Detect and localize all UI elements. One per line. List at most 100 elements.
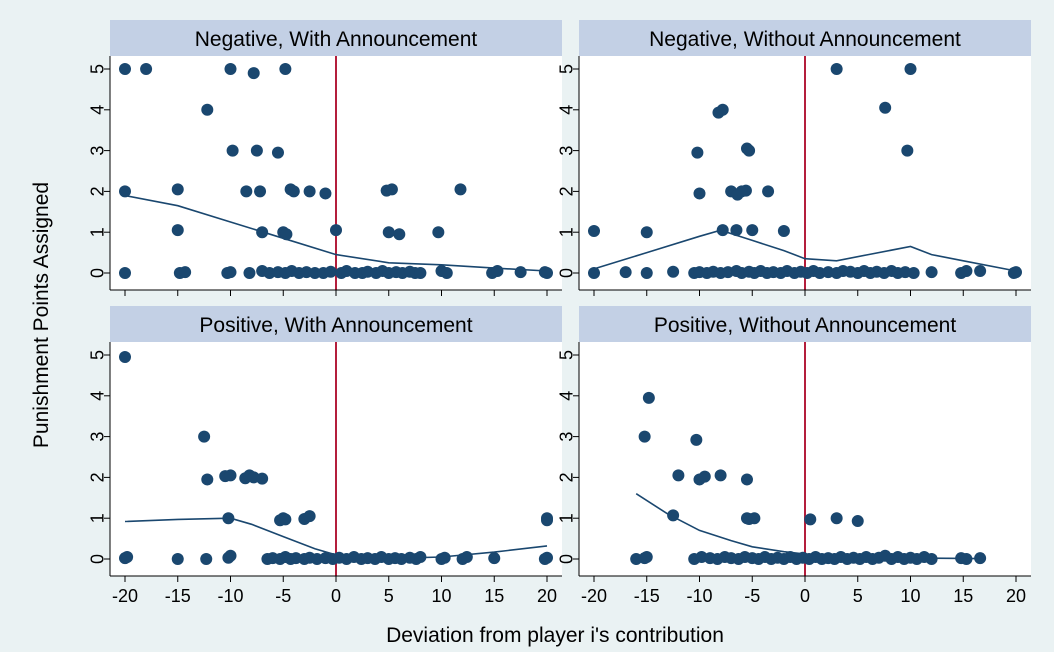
y-tick-label: 0 bbox=[556, 554, 576, 564]
panel-4: Positive, Without Announcement 0 1 2 3 4 5 -20 -… bbox=[556, 306, 1031, 606]
data-point bbox=[393, 228, 406, 241]
data-point bbox=[974, 552, 987, 565]
panel-title: Negative, With Announcement bbox=[195, 28, 478, 51]
data-point bbox=[762, 185, 775, 198]
data-point bbox=[279, 63, 292, 75]
data-point bbox=[121, 550, 134, 563]
data-point bbox=[690, 433, 703, 446]
data-point bbox=[140, 63, 153, 75]
y-tick-label: 3 bbox=[87, 432, 107, 442]
data-point bbox=[256, 226, 269, 239]
y-tick-label: 5 bbox=[556, 64, 576, 74]
data-point bbox=[460, 550, 473, 563]
data-point bbox=[303, 185, 316, 198]
panel-title: Positive, Without Announcement bbox=[654, 314, 957, 337]
data-point bbox=[271, 146, 284, 159]
y-tick-label: 0 bbox=[87, 554, 107, 564]
y-tick-label: 5 bbox=[87, 64, 107, 74]
data-point bbox=[642, 391, 655, 404]
data-point bbox=[454, 183, 467, 196]
data-point bbox=[960, 264, 973, 277]
y-tick-label: 4 bbox=[556, 105, 576, 115]
y-tick-label: 2 bbox=[87, 186, 107, 196]
y-tick-label: 1 bbox=[87, 513, 107, 523]
data-point bbox=[198, 430, 211, 443]
y-tick-label: 2 bbox=[556, 186, 576, 196]
data-point bbox=[541, 514, 553, 527]
data-point bbox=[440, 267, 453, 279]
y-tick-label: 2 bbox=[87, 472, 107, 482]
y-tick-label: 3 bbox=[556, 146, 576, 156]
data-point bbox=[119, 351, 131, 364]
data-point bbox=[716, 103, 729, 116]
panel-title: Negative, Without Announcement bbox=[649, 28, 961, 51]
data-point bbox=[256, 472, 269, 485]
y-tick-label: 5 bbox=[556, 350, 576, 360]
data-point bbox=[432, 226, 445, 239]
x-tick-label: 20 bbox=[1006, 586, 1026, 606]
x-tick-label: 15 bbox=[484, 586, 504, 606]
data-point bbox=[777, 224, 790, 237]
panel-1: Negative, With Announcement 0 1 2 3 4 5 bbox=[87, 20, 562, 296]
data-point bbox=[638, 430, 651, 443]
y-tick-label: 1 bbox=[87, 227, 107, 237]
data-point bbox=[319, 187, 332, 200]
data-point bbox=[330, 224, 342, 237]
x-tick-label: -5 bbox=[744, 586, 760, 606]
data-point bbox=[414, 550, 427, 563]
x-tick-label: -15 bbox=[165, 586, 191, 606]
y-tick-label: 4 bbox=[87, 391, 107, 401]
data-point bbox=[303, 510, 316, 523]
data-point bbox=[240, 185, 253, 198]
data-point bbox=[514, 266, 527, 279]
data-point bbox=[851, 515, 864, 528]
panel-2: Negative, Without Announcement 0 1 2 3 4 5 bbox=[556, 20, 1031, 296]
data-point bbox=[640, 550, 653, 563]
data-point bbox=[224, 266, 237, 279]
data-point bbox=[925, 266, 938, 279]
y-tick-label: 4 bbox=[556, 391, 576, 401]
y-tick-label: 1 bbox=[556, 227, 576, 237]
data-point bbox=[619, 266, 632, 279]
data-point bbox=[308, 267, 321, 279]
data-point bbox=[748, 512, 761, 525]
data-point bbox=[640, 226, 653, 239]
x-tick-label: -15 bbox=[634, 586, 660, 606]
data-point bbox=[438, 551, 451, 564]
data-point bbox=[830, 63, 843, 75]
data-point bbox=[171, 183, 184, 196]
data-point bbox=[224, 63, 237, 75]
data-point bbox=[119, 63, 131, 75]
data-point bbox=[904, 63, 917, 75]
x-tick-label: 10 bbox=[900, 586, 920, 606]
x-tick-label: -5 bbox=[275, 586, 291, 606]
data-point bbox=[1010, 266, 1022, 279]
data-point bbox=[588, 224, 600, 237]
panel-strip bbox=[110, 20, 562, 56]
fit-line bbox=[124, 194, 548, 272]
panel-strip bbox=[579, 20, 1031, 56]
data-point bbox=[179, 266, 192, 279]
data-point bbox=[960, 553, 973, 565]
data-point bbox=[224, 469, 237, 482]
x-tick-label: 0 bbox=[331, 586, 341, 606]
y-tick-label: 0 bbox=[556, 268, 576, 278]
y-axis-label: Punishment Points Assigned bbox=[30, 182, 53, 448]
data-point bbox=[672, 469, 685, 482]
panel-strip bbox=[579, 306, 1031, 342]
data-point bbox=[714, 469, 727, 482]
data-point bbox=[224, 549, 237, 562]
data-point bbox=[247, 67, 260, 80]
x-tick-label: -10 bbox=[217, 586, 243, 606]
x-tick-label: 5 bbox=[384, 586, 394, 606]
data-point bbox=[588, 267, 600, 279]
y-tick-label: 4 bbox=[87, 105, 107, 115]
data-point bbox=[287, 185, 300, 198]
data-point bbox=[538, 266, 551, 279]
data-point bbox=[974, 264, 987, 277]
data-point bbox=[740, 473, 753, 486]
data-point bbox=[324, 265, 337, 278]
data-point bbox=[119, 185, 131, 198]
data-point bbox=[693, 187, 706, 200]
